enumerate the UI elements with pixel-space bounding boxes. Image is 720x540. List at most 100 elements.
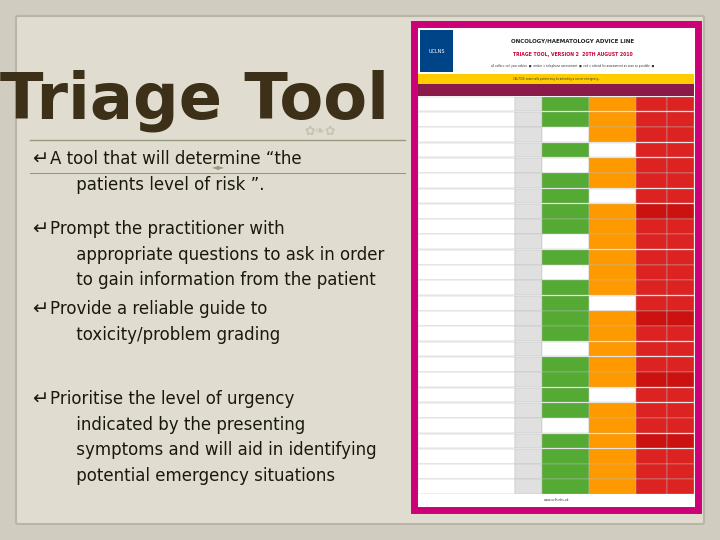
- Bar: [542, 388, 590, 402]
- Bar: [590, 311, 636, 326]
- Bar: [590, 403, 636, 418]
- Bar: [414, 24, 698, 510]
- Bar: [590, 127, 636, 142]
- Text: ↵: ↵: [32, 150, 48, 169]
- Text: Prioritise the level of urgency
     indicated by the presenting
     symptoms a: Prioritise the level of urgency indicate…: [50, 390, 377, 485]
- Text: www.uclh.nhs.uk: www.uclh.nhs.uk: [544, 498, 569, 502]
- Bar: [414, 24, 698, 510]
- Bar: [418, 388, 515, 402]
- Bar: [418, 84, 694, 96]
- Bar: [636, 188, 667, 204]
- Bar: [636, 449, 667, 464]
- Bar: [418, 97, 515, 111]
- Bar: [418, 311, 515, 326]
- Bar: [418, 403, 515, 418]
- Bar: [418, 158, 515, 173]
- Text: ↵: ↵: [32, 300, 48, 319]
- Bar: [636, 158, 667, 173]
- Bar: [542, 173, 590, 188]
- Bar: [418, 357, 515, 372]
- Bar: [636, 464, 667, 479]
- Bar: [515, 311, 542, 326]
- Bar: [590, 158, 636, 173]
- Bar: [418, 342, 515, 356]
- Bar: [542, 234, 590, 249]
- Bar: [542, 326, 590, 341]
- Bar: [418, 464, 515, 479]
- Bar: [590, 434, 636, 448]
- Bar: [636, 357, 667, 372]
- Bar: [667, 188, 694, 204]
- Bar: [515, 372, 542, 387]
- Bar: [667, 403, 694, 418]
- Bar: [667, 219, 694, 234]
- Bar: [542, 219, 590, 234]
- Bar: [418, 296, 515, 310]
- Text: ↵: ↵: [32, 220, 48, 239]
- Bar: [590, 464, 636, 479]
- Bar: [636, 127, 667, 142]
- Bar: [542, 311, 590, 326]
- Bar: [667, 127, 694, 142]
- Bar: [636, 311, 667, 326]
- Bar: [667, 372, 694, 387]
- Bar: [515, 173, 542, 188]
- Text: ↵: ↵: [32, 390, 48, 409]
- Bar: [636, 403, 667, 418]
- Bar: [418, 127, 515, 142]
- Bar: [515, 234, 542, 249]
- Bar: [667, 265, 694, 280]
- Text: Triage Tool: Triage Tool: [1, 70, 390, 132]
- Bar: [418, 250, 515, 265]
- Bar: [542, 158, 590, 173]
- Bar: [636, 234, 667, 249]
- Bar: [418, 28, 694, 74]
- Bar: [590, 418, 636, 433]
- Bar: [636, 342, 667, 356]
- Bar: [636, 326, 667, 341]
- Bar: [515, 434, 542, 448]
- Bar: [590, 326, 636, 341]
- Bar: [636, 219, 667, 234]
- Bar: [515, 250, 542, 265]
- Bar: [515, 219, 542, 234]
- Bar: [590, 234, 636, 249]
- Bar: [515, 97, 542, 111]
- Bar: [667, 357, 694, 372]
- Bar: [636, 388, 667, 402]
- Bar: [418, 494, 694, 507]
- Bar: [418, 326, 515, 341]
- Bar: [515, 480, 542, 494]
- Bar: [590, 204, 636, 219]
- Bar: [636, 250, 667, 265]
- Bar: [418, 74, 694, 84]
- Bar: [590, 97, 636, 111]
- Bar: [418, 234, 515, 249]
- Bar: [542, 188, 590, 204]
- Bar: [515, 342, 542, 356]
- Bar: [542, 449, 590, 464]
- Bar: [590, 388, 636, 402]
- Bar: [590, 357, 636, 372]
- Bar: [515, 143, 542, 158]
- Text: ONCOLOGY/HAEMATOLOGY ADVICE LINE: ONCOLOGY/HAEMATOLOGY ADVICE LINE: [511, 38, 634, 44]
- Text: ✿❧✿: ✿❧✿: [305, 125, 336, 138]
- Bar: [636, 112, 667, 127]
- Bar: [542, 112, 590, 127]
- Bar: [418, 204, 515, 219]
- Bar: [418, 188, 515, 204]
- Bar: [542, 403, 590, 418]
- Text: ◄►: ◄►: [212, 162, 225, 171]
- Bar: [515, 265, 542, 280]
- Bar: [590, 250, 636, 265]
- Bar: [636, 265, 667, 280]
- Bar: [667, 311, 694, 326]
- Bar: [667, 342, 694, 356]
- Bar: [667, 464, 694, 479]
- Bar: [515, 418, 542, 433]
- Bar: [515, 204, 542, 219]
- Bar: [590, 372, 636, 387]
- Bar: [636, 97, 667, 111]
- Bar: [590, 112, 636, 127]
- Bar: [542, 204, 590, 219]
